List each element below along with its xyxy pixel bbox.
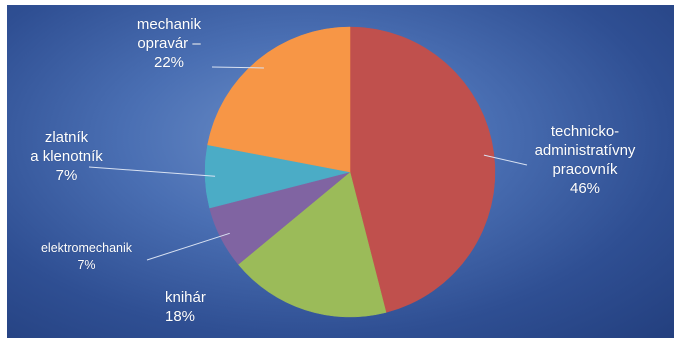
slice-label-knihar: knihár 18% — [165, 289, 206, 325]
slice-label-elektromechanik: elektromechanik 7% — [40, 241, 132, 272]
leader-line-technicko-administrativny — [483, 154, 528, 166]
leader-line-zlatnik — [88, 166, 216, 177]
pie-slice-technicko-administrativny — [349, 26, 496, 313]
pie-chart-svg — [88, 26, 528, 318]
pie-chart: technicko- administratívny pracovník 46%… — [7, 5, 674, 338]
leader-line-elektromechanik — [146, 232, 230, 261]
pie-slice-mechanik-opravar — [207, 26, 351, 173]
slice-label-mechanik-opravar: mechanik opravár – 22% — [136, 16, 202, 71]
pie-slice-knihar — [237, 171, 387, 318]
leader-line-mechanik-opravar — [211, 66, 264, 69]
slice-label-zlatnik: zlatník a klenotník 7% — [30, 129, 103, 184]
slice-label-technicko-administrativny: technicko- administratívny pracovník 46% — [534, 123, 636, 197]
